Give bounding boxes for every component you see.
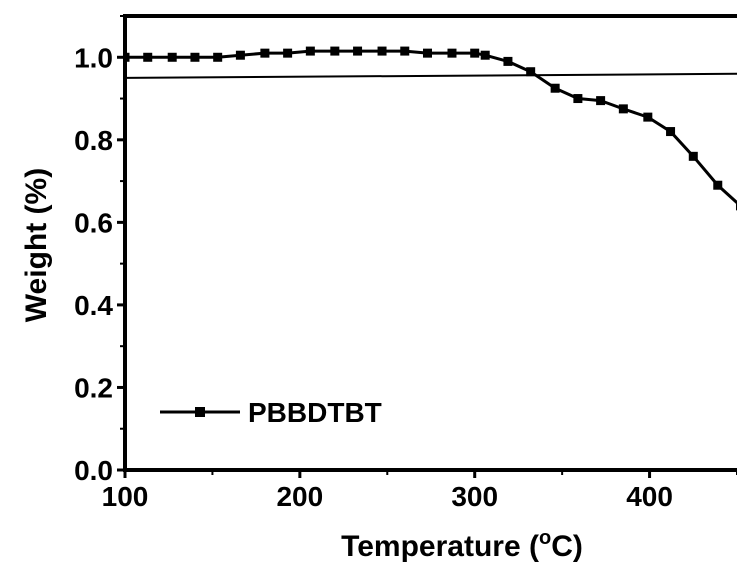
- legend-label: PBBDTBT: [248, 397, 382, 428]
- data-point: [550, 83, 560, 93]
- x-tick-label: 200: [276, 481, 323, 512]
- data-point: [235, 50, 245, 60]
- legend: PBBDTBT: [160, 397, 382, 428]
- legend-marker: [195, 407, 205, 417]
- data-point: [260, 48, 270, 58]
- axes: [123, 14, 737, 472]
- y-tick-label: 0.2: [74, 372, 113, 403]
- data-point: [573, 94, 583, 104]
- data-point: [596, 96, 606, 106]
- data-point: [688, 151, 698, 161]
- data-point: [618, 104, 628, 114]
- data-point: [713, 180, 723, 190]
- y-axis-ticks: 0.0 0.2 0.4 0.6 0.8 1.0: [74, 15, 125, 486]
- data-point: [213, 52, 223, 62]
- data-point: [735, 201, 737, 211]
- y-tick-label: 1.0: [74, 42, 113, 73]
- data-point: [353, 46, 363, 56]
- data-point: [480, 50, 490, 60]
- data-point: [190, 52, 200, 62]
- data-point: [503, 56, 513, 66]
- x-tick-label: 100: [102, 481, 149, 512]
- y-tick-label: 0.4: [74, 290, 113, 321]
- data-point: [283, 48, 293, 58]
- data-point: [447, 48, 457, 58]
- reference-line: [124, 72, 737, 79]
- x-axis-title: Temperature (oC): [341, 527, 583, 563]
- data-point: [305, 46, 315, 56]
- x-tick-label: 400: [626, 481, 673, 512]
- data-point: [643, 112, 653, 122]
- data-point: [167, 52, 177, 62]
- y-tick-label: 0.0: [74, 455, 113, 486]
- reference-lines: [124, 72, 737, 79]
- data-point: [470, 48, 480, 58]
- data-point: [423, 48, 433, 58]
- x-axis-ticks: 100 200 300 400: [102, 470, 737, 512]
- data-point: [400, 46, 410, 56]
- data-point: [666, 127, 676, 137]
- y-tick-label: 0.8: [74, 125, 113, 156]
- y-tick-label: 0.6: [74, 207, 113, 238]
- y-axis-title: Weight (%): [20, 168, 53, 322]
- data-point: [125, 52, 130, 62]
- data-point: [330, 46, 340, 56]
- series-line: [125, 49, 737, 205]
- data-point: [143, 52, 153, 62]
- data-point: [377, 46, 387, 56]
- data-point: [526, 67, 536, 77]
- series-group: [125, 46, 737, 211]
- x-tick-label: 300: [451, 481, 498, 512]
